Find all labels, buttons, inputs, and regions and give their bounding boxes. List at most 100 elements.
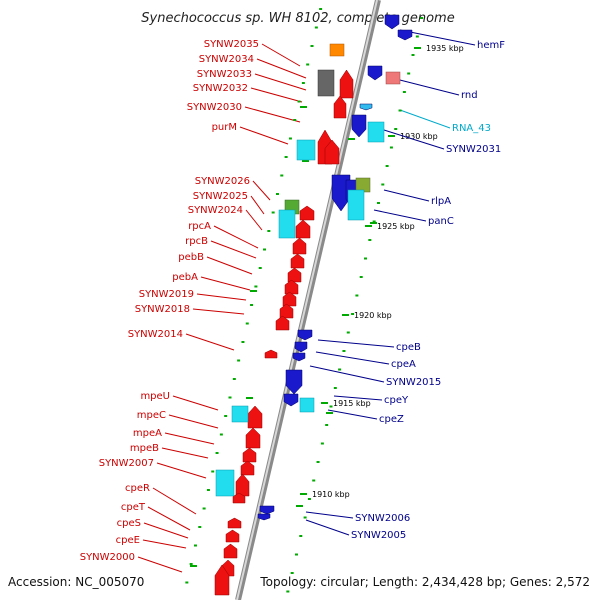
kbp-tick-mark: [388, 135, 395, 137]
tick-dot: [359, 276, 363, 278]
gene-arrow: [359, 103, 373, 111]
tick-dot: [297, 100, 301, 103]
gene-label-pebA[interactable]: pebA: [172, 272, 198, 283]
gene-label-hemF[interactable]: hemF: [477, 40, 505, 51]
gene-label-mpeC[interactable]: mpeC: [137, 410, 166, 421]
kbp-tick-mark: [365, 225, 372, 227]
genome-title: Synechococcus sp. WH 8102, complete geno…: [141, 11, 454, 26]
gene-label-rpcB[interactable]: rpcB: [185, 236, 208, 247]
leader-line: [192, 308, 245, 315]
leader-line: [142, 539, 187, 549]
gene-label-pebB[interactable]: pebB: [178, 252, 204, 263]
gene-arrow: [242, 447, 257, 463]
kbp-label: 1930 kbp: [400, 132, 438, 141]
tick-dot: [355, 294, 359, 297]
gene-label-mpeA[interactable]: mpeA: [133, 428, 162, 439]
gene-label-mpeU[interactable]: mpeU: [140, 391, 170, 402]
gene-label-SYNW2005[interactable]: SYNW2005: [351, 530, 406, 541]
gene-label-SYNW2026[interactable]: SYNW2026: [195, 176, 250, 187]
gene-label-SYNW2033[interactable]: SYNW2033: [197, 69, 252, 80]
tick-dot: [290, 572, 294, 574]
gene-label-SYNW2025[interactable]: SYNW2025: [193, 191, 248, 202]
tick-dot: [198, 526, 202, 528]
leader-line: [333, 395, 383, 401]
tick-dot: [232, 378, 236, 380]
tick-dot: [372, 220, 376, 223]
gene-label-cpeS[interactable]: cpeS: [117, 518, 141, 529]
tick-dots: [185, 8, 424, 593]
gene-label-SYNW2024[interactable]: SYNW2024: [188, 205, 243, 216]
tick-dot: [402, 91, 406, 93]
gene-label-cpeY[interactable]: cpeY: [384, 395, 409, 406]
gene-label-cpeR[interactable]: cpeR: [125, 483, 150, 494]
gene-arrow: [275, 315, 290, 331]
gene-label-cpeA[interactable]: cpeA: [391, 359, 416, 370]
leader-line: [327, 409, 378, 420]
gene-arrow: [333, 95, 347, 119]
kbp-label: 1910 kbp: [312, 490, 350, 499]
leader-line: [305, 519, 350, 536]
leader-line: [239, 126, 289, 145]
tick-dot: [293, 119, 297, 121]
gene-label-cpeZ[interactable]: cpeZ: [379, 414, 404, 425]
gene-arrow: [245, 427, 261, 449]
leader-line: [245, 209, 263, 231]
tick-dot: [385, 165, 389, 167]
tick-dot: [303, 516, 307, 519]
gene-label-purM[interactable]: purM: [212, 122, 237, 133]
kbp-tick-mark: [414, 47, 421, 49]
gene-label-SYNW2032[interactable]: SYNW2032: [193, 83, 248, 94]
leader-line: [152, 487, 197, 515]
gene-arrow: [247, 405, 263, 429]
leader-line: [200, 276, 251, 291]
tick-dot: [254, 285, 258, 288]
leader-line: [213, 225, 259, 249]
axis-highlight: [236, 0, 378, 600]
gene-label-SYNW2007[interactable]: SYNW2007: [99, 458, 154, 469]
gene-label-SYNW2014[interactable]: SYNW2014: [128, 329, 183, 340]
gene-label-SYNW2019[interactable]: SYNW2019: [139, 289, 194, 300]
gene-label-rpcA[interactable]: rpcA: [188, 221, 211, 232]
gene-arrow: [331, 174, 351, 212]
gene-label-SYNW2035[interactable]: SYNW2035: [204, 39, 259, 50]
tick-dot: [342, 350, 346, 352]
gene-arrow: [232, 492, 246, 504]
tick-mark: [190, 565, 197, 567]
leader-line: [164, 432, 215, 445]
gene-label-rnd[interactable]: rnd: [461, 90, 478, 101]
gene-box: [215, 469, 235, 497]
gene-label-rlpA[interactable]: rlpA: [431, 196, 451, 207]
leader-line: [399, 29, 476, 46]
gene-arrow: [384, 14, 400, 30]
gene-label-RNA_43[interactable]: RNA_43: [452, 123, 491, 134]
gene-label-cpeE[interactable]: cpeE: [116, 535, 140, 546]
gene-label-SYNW2030[interactable]: SYNW2030: [187, 102, 242, 113]
tick-dot: [364, 257, 368, 260]
gene-label-mpeB[interactable]: mpeB: [130, 443, 159, 454]
gene-arrow: [367, 65, 383, 81]
leader-line: [373, 209, 427, 222]
gene-label-cpeT[interactable]: cpeT: [121, 502, 146, 513]
tick-dot: [394, 128, 398, 130]
gene-label-SYNW2031[interactable]: SYNW2031: [446, 144, 501, 155]
gene-label-SYNW2006[interactable]: SYNW2006: [355, 513, 410, 524]
tick-dot: [381, 183, 385, 186]
gene-label-SYNW2000[interactable]: SYNW2000: [80, 552, 135, 563]
right-gene-labels: hemF rnd RNA_43 SYNW2031 rlpA panC cpeB cpeA SYN…: [351, 40, 505, 541]
tick-dot: [263, 248, 267, 251]
leader-line: [196, 293, 247, 301]
gene-arrow: [259, 505, 275, 515]
gene-arrow: [214, 564, 230, 596]
gene-box: [385, 71, 401, 85]
leader-line: [261, 43, 301, 67]
gene-label-cpeB[interactable]: cpeB: [396, 342, 421, 353]
genome-axis: [235, 0, 381, 600]
gene-arrow: [283, 393, 299, 407]
gene-label-SYNW2018[interactable]: SYNW2018: [135, 304, 190, 315]
tick-dot: [319, 8, 323, 10]
gene-label-SYNW2034[interactable]: SYNW2034: [199, 54, 254, 65]
gene-label-panC[interactable]: panC: [428, 216, 454, 227]
leader-line: [137, 556, 183, 573]
gene-label-SYNW2015[interactable]: SYNW2015: [386, 377, 441, 388]
